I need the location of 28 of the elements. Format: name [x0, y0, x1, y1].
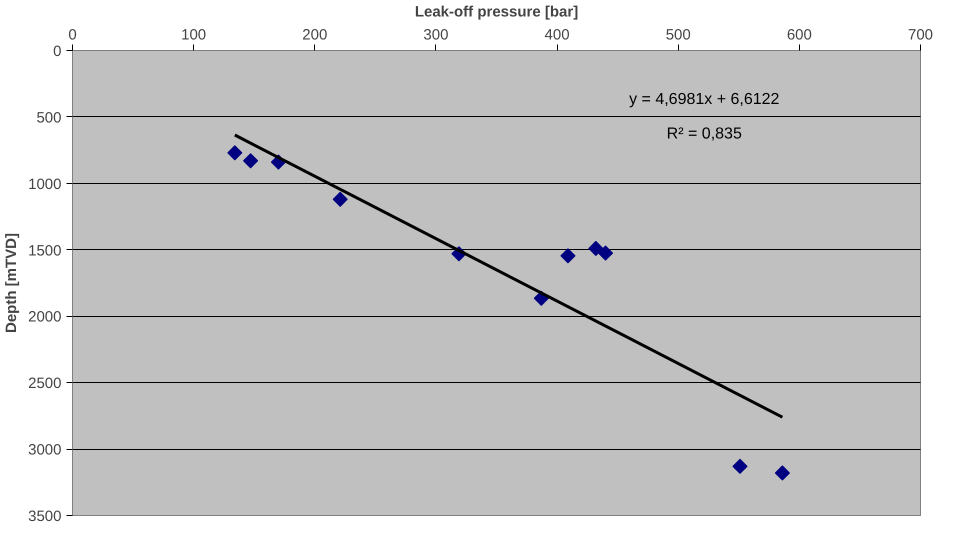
point — [560, 248, 576, 264]
x-tick-label: 200 — [302, 26, 328, 44]
point — [732, 458, 748, 474]
x-tick-label: 300 — [423, 26, 448, 44]
y-tick-label: 2500 — [28, 375, 62, 392]
y-tick-label: 0 — [53, 43, 62, 60]
point — [774, 465, 790, 481]
x-axis-title: Leak-off pressure [bar] — [414, 4, 578, 20]
y-tick-label: 1500 — [28, 242, 62, 260]
y-axis-title: Depth [mTVD] — [3, 232, 20, 333]
point — [332, 192, 348, 207]
point — [598, 246, 614, 261]
y-tick-label: 1000 — [28, 176, 62, 193]
point — [227, 145, 242, 160]
x-tick-label: 500 — [666, 26, 691, 44]
y-tick-label: 2000 — [28, 308, 62, 326]
annotation: y = 4,6981x + 6,6122 — [629, 90, 780, 108]
y-tick-label: 3500 — [28, 508, 62, 525]
y-tick-label: 3000 — [28, 442, 62, 459]
x-tick-label: 400 — [544, 26, 570, 44]
x-tick-label: 0 — [68, 26, 77, 44]
y-tick-label: 500 — [36, 109, 62, 126]
point — [588, 240, 604, 256]
point — [243, 153, 258, 168]
x-tick-label: 600 — [786, 26, 812, 44]
x-tick-label: 700 — [908, 26, 934, 44]
x-tick-label: 100 — [181, 26, 206, 44]
annotation: R² = 0,835 — [666, 126, 742, 143]
